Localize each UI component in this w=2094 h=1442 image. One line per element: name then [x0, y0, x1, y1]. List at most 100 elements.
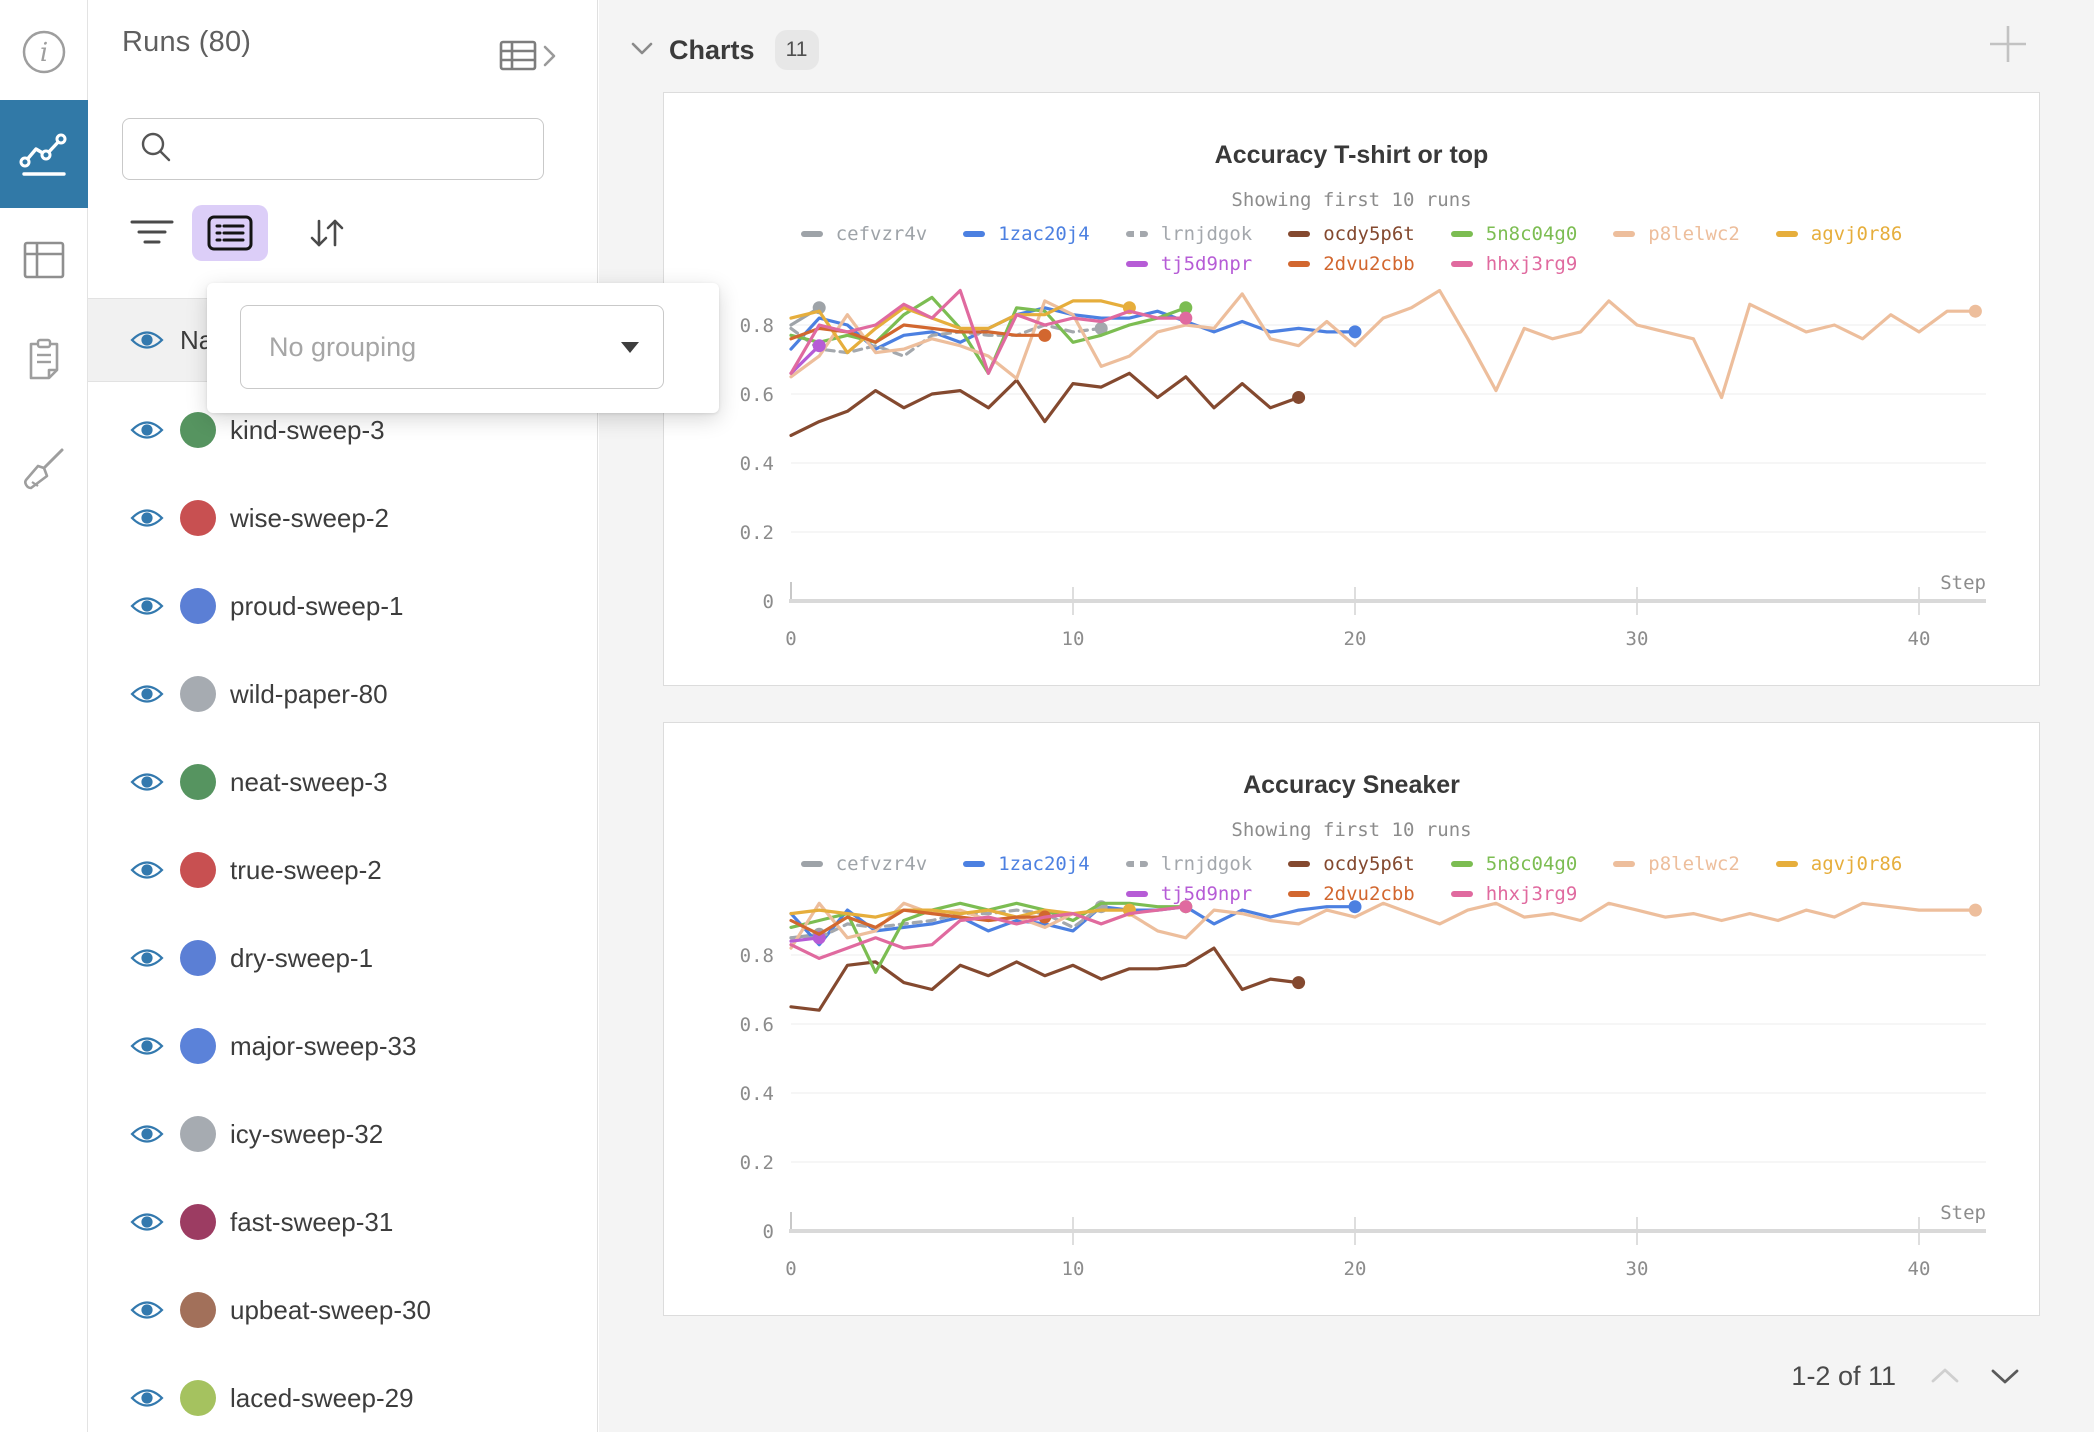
expand-runs-table-button[interactable] — [499, 36, 561, 76]
legend-item-1zac20j4[interactable]: 1zac20j4 — [963, 853, 1090, 875]
run-name: wise-sweep-2 — [230, 502, 389, 533]
run-row[interactable]: proud-sweep-1 — [88, 562, 597, 650]
run-visibility-eye-icon[interactable] — [130, 1210, 164, 1234]
run-row[interactable]: major-sweep-33 — [88, 1002, 597, 1090]
legend-item-1zac20j4[interactable]: 1zac20j4 — [963, 223, 1090, 245]
chart-legend: cefvzr4v 1zac20j4 lrnjdgok ocdy5p6t 5n8c04g0… — [664, 219, 2039, 279]
legend-label: hhxj3rg9 — [1485, 253, 1578, 275]
legend-label: cefvzr4v — [835, 223, 928, 245]
run-color-dot — [180, 1116, 216, 1152]
run-visibility-eye-icon[interactable] — [130, 858, 164, 882]
run-visibility-eye-icon[interactable] — [130, 946, 164, 970]
run-row[interactable]: dry-sweep-1 — [88, 914, 597, 1002]
svg-text:0: 0 — [763, 591, 774, 613]
svg-text:0.4: 0.4 — [740, 1083, 774, 1105]
filter-button[interactable] — [122, 205, 182, 261]
run-visibility-eye-icon[interactable] — [130, 418, 164, 442]
legend-item-p8lelwc2[interactable]: p8lelwc2 — [1613, 853, 1740, 875]
sweep-broom-icon[interactable] — [0, 440, 88, 496]
legend-item-lrnjdgok[interactable]: lrnjdgok — [1125, 223, 1252, 245]
legend-label: tj5d9npr — [1160, 253, 1253, 275]
chart-subtitle: Showing first 10 runs — [1231, 819, 1472, 841]
run-visibility-eye-icon[interactable] — [130, 506, 164, 530]
run-row[interactable]: fast-sweep-31 — [88, 1178, 597, 1266]
legend-item-5n8c04g0[interactable]: 5n8c04g0 — [1450, 223, 1577, 245]
run-name: fast-sweep-31 — [230, 1206, 394, 1237]
add-panel-button[interactable] — [1986, 22, 2030, 66]
legend-item-ocdy5p6t[interactable]: ocdy5p6t — [1288, 223, 1415, 245]
run-row[interactable]: wild-paper-80 — [88, 650, 597, 738]
run-visibility-eye-icon[interactable] — [130, 1386, 164, 1410]
charts-pagination: 1-2 of 11 — [1791, 1356, 2028, 1396]
series-2dvu2cbb — [789, 323, 1047, 344]
legend-item-p8lelwc2[interactable]: p8lelwc2 — [1613, 223, 1740, 245]
legend-swatch — [1450, 231, 1473, 237]
runs-search-input[interactable] — [185, 119, 543, 179]
chevron-up-icon — [1931, 1368, 1959, 1383]
series-ocdy5p6t — [789, 946, 1301, 1012]
legend-item-ocdy5p6t[interactable]: ocdy5p6t — [1288, 853, 1415, 875]
legend-swatch — [1288, 861, 1311, 867]
info-icon[interactable]: i — [0, 24, 88, 80]
series-endpoint-lrnjdgok — [1094, 321, 1108, 335]
run-color-dot — [180, 764, 216, 800]
charts-section-header[interactable]: Charts 11 — [629, 30, 819, 70]
chart-panel-accuracy-sneaker: 0 0.2 0.4 0.6 0.8 0 10 20 30 40 Step Accuracy Snea… — [663, 722, 2040, 1316]
next-page-button[interactable] — [1982, 1356, 2028, 1396]
x-axis-label: Step — [1940, 572, 1986, 594]
svg-text:30: 30 — [1626, 1258, 1649, 1280]
series-p8lelwc2 — [789, 901, 1978, 950]
svg-text:0: 0 — [785, 1258, 796, 1280]
legend-item-cefvzr4v[interactable]: cefvzr4v — [800, 853, 927, 875]
previous-page-button[interactable] — [1922, 1356, 1968, 1396]
series-endpoint-p8lelwc2 — [1968, 304, 1982, 318]
legend-label: tj5d9npr — [1160, 883, 1253, 905]
runs-panel: Runs (80) — [88, 0, 598, 1432]
series-ocdy5p6t — [789, 371, 1301, 437]
svg-text:20: 20 — [1344, 628, 1367, 650]
toggle-all-visibility-eye-icon[interactable] — [130, 328, 164, 352]
run-row[interactable]: neat-sweep-3 — [88, 738, 597, 826]
legend-item-tj5d9npr[interactable]: tj5d9npr — [1125, 883, 1253, 905]
legend-item-cefvzr4v[interactable]: cefvzr4v — [800, 223, 928, 245]
run-visibility-eye-icon[interactable] — [130, 1034, 164, 1058]
legend-swatch — [800, 231, 823, 237]
workspace-charts-icon[interactable] — [0, 100, 88, 208]
legend-item-5n8c04g0[interactable]: 5n8c04g0 — [1450, 853, 1577, 875]
run-row[interactable]: laced-sweep-29 — [88, 1354, 597, 1442]
legend-item-agvj0r86[interactable]: agvj0r86 — [1775, 223, 1902, 245]
legend-item-agvj0r86[interactable]: agvj0r86 — [1775, 853, 1902, 875]
run-visibility-eye-icon[interactable] — [130, 1122, 164, 1146]
run-row[interactable]: kind-sweep-3 — [88, 386, 597, 474]
legend-item-hhxj3rg9[interactable]: hhxj3rg9 — [1450, 883, 1577, 905]
caret-down-icon — [621, 341, 639, 353]
run-visibility-eye-icon[interactable] — [130, 682, 164, 706]
grouping-select-value: No grouping — [269, 331, 417, 362]
legend-item-2dvu2cbb[interactable]: 2dvu2cbb — [1288, 253, 1415, 275]
run-visibility-eye-icon[interactable] — [130, 770, 164, 794]
group-button[interactable] — [192, 205, 268, 261]
legend-item-2dvu2cbb[interactable]: 2dvu2cbb — [1288, 883, 1415, 905]
run-visibility-eye-icon[interactable] — [130, 1298, 164, 1322]
run-row[interactable]: wise-sweep-2 — [88, 474, 597, 562]
legend-swatch — [1450, 861, 1473, 867]
series-endpoint-1zac20j4 — [1348, 900, 1362, 914]
run-visibility-eye-icon[interactable] — [130, 594, 164, 618]
run-row[interactable]: upbeat-sweep-30 — [88, 1266, 597, 1354]
sort-button[interactable] — [296, 205, 356, 261]
grouping-select[interactable]: No grouping — [240, 305, 664, 389]
legend-swatch — [963, 861, 986, 867]
chart-title: Accuracy T-shirt or top — [1214, 141, 1489, 169]
runs-table-icon[interactable] — [0, 232, 88, 288]
series-endpoint-tj5d9npr — [812, 339, 826, 353]
run-row[interactable]: true-sweep-2 — [88, 826, 597, 914]
series-lrnjdgok — [789, 323, 1103, 358]
run-name: upbeat-sweep-30 — [230, 1294, 431, 1325]
legend-item-lrnjdgok[interactable]: lrnjdgok — [1125, 853, 1252, 875]
legend-swatch — [1288, 891, 1311, 897]
legend-item-hhxj3rg9[interactable]: hhxj3rg9 — [1450, 253, 1578, 275]
legend-item-tj5d9npr[interactable]: tj5d9npr — [1125, 253, 1253, 275]
chevron-down-icon[interactable] — [629, 39, 655, 62]
logs-clipboard-icon[interactable] — [0, 332, 88, 388]
run-row[interactable]: icy-sweep-32 — [88, 1090, 597, 1178]
